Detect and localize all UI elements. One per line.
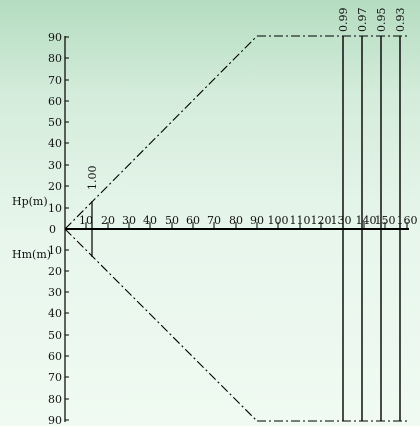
upper-y-ticks: 10 20 30 40 50 60 70 80 90 <box>48 31 69 215</box>
x-label-50: 50 <box>165 214 179 227</box>
y-label-up-60: 60 <box>48 95 62 108</box>
y-label-up-30: 30 <box>48 159 62 172</box>
x-label-100: 100 <box>268 214 289 227</box>
x-label-110: 110 <box>290 214 311 227</box>
x-label-60: 60 <box>186 214 200 227</box>
x-label-70: 70 <box>207 214 221 227</box>
y-label-low-90: 90 <box>48 414 62 426</box>
x-label-130: 130 <box>331 214 352 227</box>
label-0-95: 0.95 <box>375 8 388 33</box>
y-label-up-70: 70 <box>48 74 62 87</box>
x-label-140: 140 <box>356 214 377 227</box>
x-label-120: 120 <box>311 214 332 227</box>
y-label-low-80: 80 <box>48 393 62 406</box>
label-0-99: 0.99 <box>337 8 350 33</box>
y-label-low-30: 30 <box>48 286 62 299</box>
x-ticks <box>85 222 408 229</box>
y-label-up-20: 20 <box>48 180 62 193</box>
label-0-93: 0.93 <box>394 8 407 33</box>
x-label-150: 150 <box>375 214 396 227</box>
origin-label: 0 <box>49 223 56 236</box>
y-label-low-60: 60 <box>48 350 62 363</box>
y-label-up-90: 90 <box>48 31 62 44</box>
x-label-160: 160 <box>397 214 418 227</box>
x-label-20: 20 <box>101 214 115 227</box>
x-label-10: 10 <box>79 214 93 227</box>
y-label-up-10: 10 <box>48 202 62 215</box>
label-1-00: 1.00 <box>86 166 99 191</box>
x-label-80: 80 <box>229 214 243 227</box>
upper-diagonal-line <box>64 35 258 230</box>
y-label-low-70: 70 <box>48 371 62 384</box>
lower-diagonal-line <box>64 228 258 422</box>
x-label-40: 40 <box>143 214 157 227</box>
x-tick-labels: 10 20 30 40 50 60 70 80 90 100 110 120 1… <box>79 214 418 227</box>
y-label-low-20: 20 <box>48 265 62 278</box>
label-0-97: 0.97 <box>356 8 369 33</box>
lower-y-ticks: 10 20 30 40 50 60 70 80 90 <box>48 244 69 426</box>
y-label-up-40: 40 <box>48 137 62 150</box>
y-label-low-40: 40 <box>48 307 62 320</box>
y-label-up-50: 50 <box>48 116 62 129</box>
y-label-low-50: 50 <box>48 329 62 342</box>
y-label-low-10: 10 <box>48 244 62 257</box>
y-label-up-80: 80 <box>48 52 62 65</box>
hm-axis-label: Hm(m) <box>12 248 51 261</box>
hp-axis-label: Hp(m) <box>12 195 48 208</box>
x-label-30: 30 <box>122 214 136 227</box>
x-label-90: 90 <box>250 214 264 227</box>
